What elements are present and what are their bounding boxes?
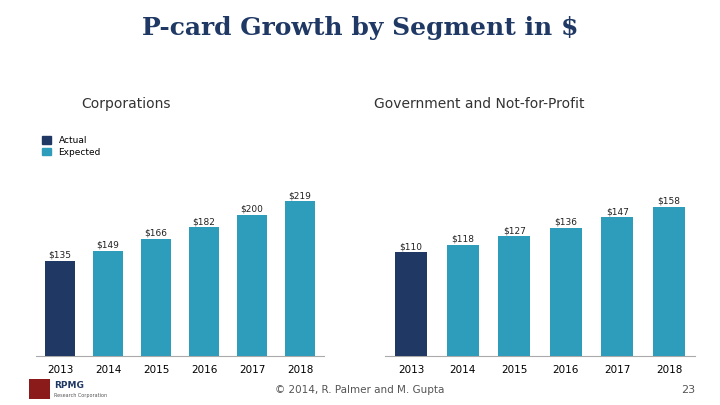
- Text: $136: $136: [554, 218, 577, 227]
- Text: P-card Growth by Segment in $: P-card Growth by Segment in $: [142, 16, 578, 40]
- Bar: [237, 215, 267, 356]
- Bar: [141, 239, 171, 356]
- Bar: [653, 207, 685, 356]
- Bar: [601, 217, 634, 356]
- Bar: [189, 227, 219, 356]
- FancyBboxPatch shape: [29, 379, 50, 399]
- Text: $166: $166: [145, 229, 168, 238]
- Bar: [395, 252, 427, 356]
- Text: $158: $158: [657, 197, 680, 206]
- Bar: [446, 245, 479, 356]
- Text: $182: $182: [192, 217, 215, 226]
- Text: $149: $149: [96, 241, 120, 250]
- Text: $127: $127: [503, 226, 526, 235]
- Text: $147: $147: [606, 207, 629, 216]
- Text: 23: 23: [680, 385, 695, 395]
- Text: RPMG: RPMG: [54, 381, 84, 390]
- Bar: [93, 251, 123, 356]
- Text: Government and Not-for-Profit: Government and Not-for-Profit: [374, 97, 584, 111]
- Bar: [550, 228, 582, 356]
- Text: $135: $135: [48, 251, 71, 260]
- Text: $110: $110: [400, 242, 423, 252]
- Text: Research Corporation: Research Corporation: [54, 393, 107, 399]
- Bar: [285, 201, 315, 356]
- Text: $118: $118: [451, 235, 474, 244]
- Text: Corporations: Corporations: [81, 97, 171, 111]
- Text: $200: $200: [240, 205, 264, 213]
- Bar: [498, 237, 530, 356]
- Bar: [45, 261, 75, 356]
- Text: © 2014, R. Palmer and M. Gupta: © 2014, R. Palmer and M. Gupta: [275, 385, 445, 395]
- Text: $219: $219: [289, 191, 312, 200]
- Legend: Actual, Expected: Actual, Expected: [40, 134, 103, 158]
